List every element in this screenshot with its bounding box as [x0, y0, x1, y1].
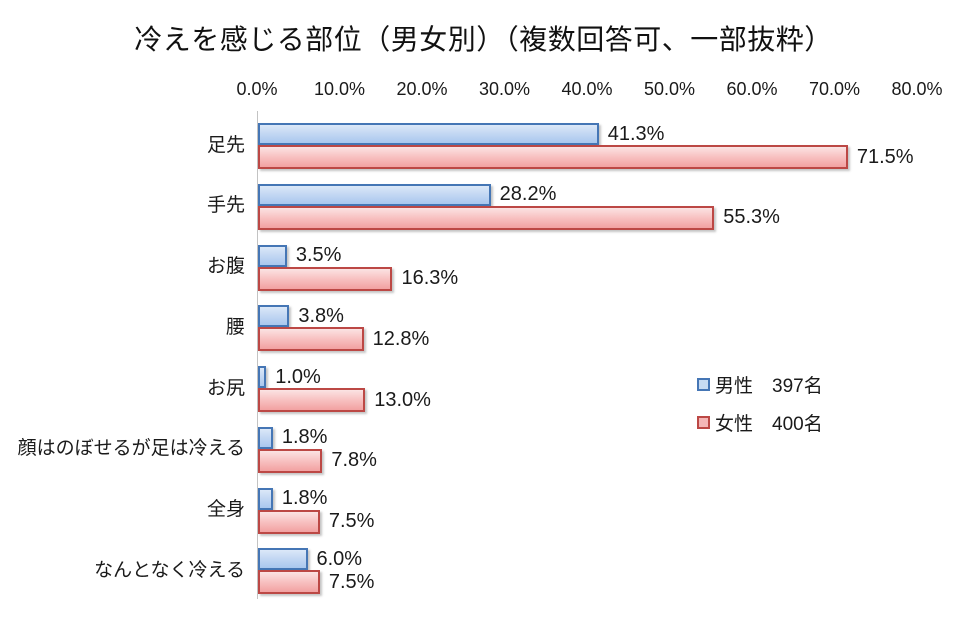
- bar-value-label: 41.3%: [607, 122, 665, 145]
- category-label: お尻: [206, 377, 245, 399]
- bar-value-label: 7.5%: [328, 570, 375, 593]
- x-axis-tick: 30.0%: [478, 79, 531, 99]
- category-label: 腰: [225, 316, 245, 338]
- bar-male: [258, 548, 308, 571]
- x-axis-tick: 80.0%: [891, 79, 943, 99]
- x-axis-tick: 70.0%: [808, 79, 861, 99]
- bar-male: [258, 123, 599, 145]
- bar-value-label: 28.2%: [499, 183, 557, 206]
- bar-female: [258, 327, 364, 352]
- category-label: 足先: [206, 134, 245, 156]
- bar-value-label: 3.5%: [295, 244, 342, 266]
- bar-female: [258, 145, 848, 169]
- bar-male: [258, 183, 491, 206]
- legend-label: 男性 397名: [715, 376, 823, 397]
- chart-title: 冷えを感じる部位（男女別）（複数回答可、一部抜粋）: [134, 24, 833, 55]
- bar-value-label: 12.8%: [372, 327, 430, 350]
- legend: 男性 397名 女性 400名: [697, 374, 823, 435]
- x-axis-tick: 10.0%: [313, 79, 366, 99]
- bar-value-label: 7.8%: [331, 449, 377, 472]
- bar-female: [258, 509, 320, 534]
- x-axis-tick: 50.0%: [643, 79, 696, 99]
- bar-male: [258, 244, 287, 267]
- x-axis-tick: 60.0%: [726, 79, 778, 99]
- plot-area: 足先 41.3% 71.5% 手先 28.2% 55.3% お腹 3.5% 16.3% 腰 3.8%…: [0, 112, 967, 598]
- category-row: 腰 3.8% 12.8%: [0, 294, 967, 355]
- bar-value-label: 16.3%: [401, 267, 459, 289]
- category-row: なんとなく冷える 6.0% 7.5%: [0, 537, 967, 598]
- legend-swatch-male: [697, 378, 710, 391]
- bar-value-label: 1.8%: [281, 426, 328, 449]
- bar-male: [258, 487, 273, 510]
- category-label: お腹: [206, 256, 245, 277]
- category-label: 全身: [206, 499, 245, 520]
- bar-value-label: 13.0%: [374, 388, 431, 411]
- bar-value-label: 6.0%: [316, 547, 363, 570]
- bar-female: [258, 205, 715, 230]
- x-axis-tick: 40.0%: [561, 79, 613, 99]
- category-row: お腹 3.5% 16.3%: [0, 234, 967, 295]
- bar-value-label: 3.8%: [298, 304, 344, 327]
- category-label: 手先: [206, 195, 245, 217]
- category-row: 足先 41.3% 71.5%: [0, 112, 967, 173]
- category-row: 全身 1.8% 7.5%: [0, 477, 967, 538]
- x-axis-tick: 0.0%: [236, 79, 278, 99]
- bar-male: [258, 426, 273, 449]
- bar-female: [258, 388, 366, 412]
- category-row: 顔はのぼせるが足は冷える 1.8% 7.8%: [0, 416, 967, 477]
- bar-value-label: 1.0%: [275, 365, 321, 388]
- bar-value-label: 71.5%: [856, 145, 914, 168]
- bar-male: [258, 366, 267, 388]
- legend-item: 女性 400名: [697, 412, 823, 435]
- category-row: お尻 1.0% 13.0%: [0, 355, 967, 416]
- bar-value-label: 55.3%: [723, 206, 780, 229]
- category-label: なんとなく冷える: [94, 559, 245, 581]
- legend-swatch-female: [697, 416, 710, 429]
- category-label: 顔はのぼせるが足は冷える: [17, 438, 245, 460]
- bar-female: [258, 266, 393, 291]
- legend-item: 男性 397名: [697, 374, 823, 397]
- bar-female: [258, 448, 323, 473]
- bar-value-label: 7.5%: [328, 510, 375, 532]
- bar-value-label: 1.8%: [281, 487, 328, 509]
- category-row: 手先 28.2% 55.3%: [0, 173, 967, 234]
- legend-label: 女性 400名: [715, 414, 823, 435]
- bar-female: [258, 570, 320, 595]
- y-axis-line: [257, 111, 258, 599]
- bar-male: [258, 305, 290, 328]
- x-axis-tick: 20.0%: [396, 79, 448, 99]
